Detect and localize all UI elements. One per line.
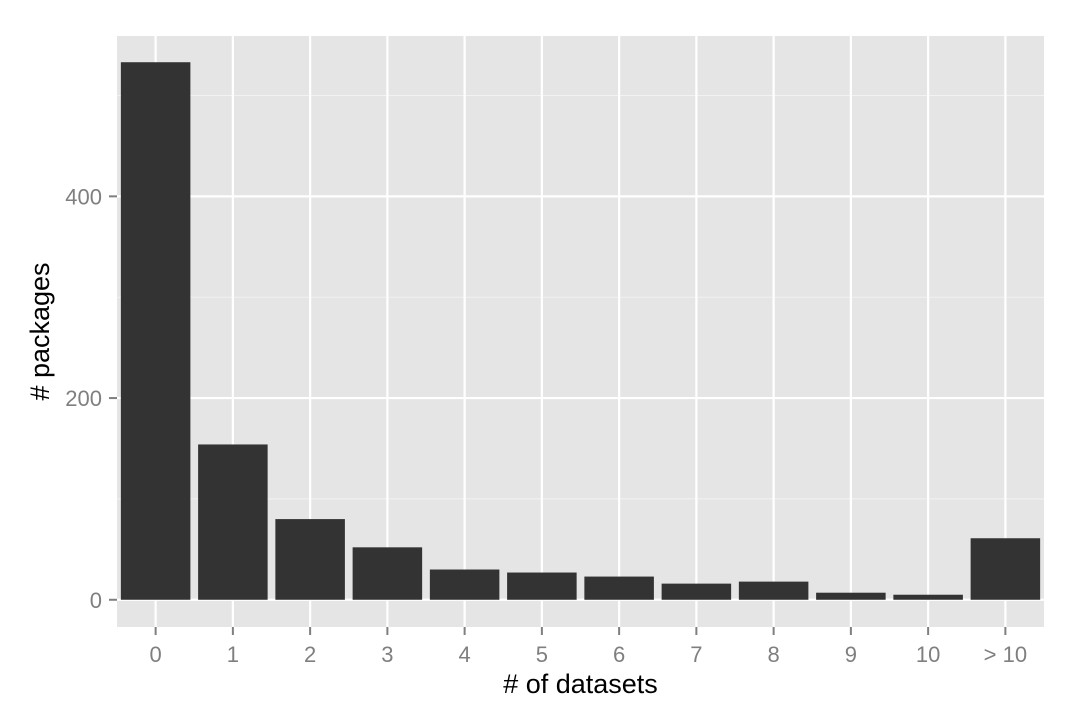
x-tick-label: 6 — [613, 642, 625, 667]
x-tick-label: 5 — [536, 642, 548, 667]
major-gridlines — [117, 36, 1044, 627]
bar-4 — [429, 569, 500, 600]
bar-10 — [893, 594, 963, 600]
bar-7 — [661, 583, 732, 600]
x-tick-label: 1 — [227, 642, 239, 667]
y-tick-label: 200 — [65, 386, 102, 411]
x-tick-label: > 10 — [984, 642, 1027, 667]
plot-panel — [117, 36, 1044, 627]
bar-9 — [816, 592, 886, 600]
x-tick-label: 2 — [304, 642, 316, 667]
y-axis: 0 200 400 — [65, 184, 117, 613]
x-tick-label: 10 — [916, 642, 940, 667]
bars-group — [120, 62, 1041, 600]
bar-2 — [275, 519, 345, 600]
x-tick-label: 9 — [845, 642, 857, 667]
y-tick-label: 400 — [65, 184, 102, 209]
x-tick-label: 8 — [768, 642, 780, 667]
bar-1 — [198, 444, 268, 600]
bar-8 — [738, 581, 809, 600]
x-axis: 0 1 2 3 4 5 6 7 8 9 10 > 10 — [150, 627, 1027, 667]
minor-gridlines — [117, 95, 1044, 500]
bar-10 — [970, 538, 1041, 600]
bar-3 — [352, 547, 423, 600]
x-axis-title: # of datasets — [503, 669, 658, 699]
x-tick-label: 7 — [690, 642, 702, 667]
bar-0 — [120, 62, 191, 600]
y-axis-title: # packages — [25, 262, 55, 400]
x-tick-label: 4 — [459, 642, 471, 667]
bar-5 — [507, 572, 577, 600]
x-tick-label: 0 — [150, 642, 162, 667]
x-tick-label: 3 — [381, 642, 393, 667]
bar-6 — [584, 576, 654, 600]
y-tick-label: 0 — [90, 588, 102, 613]
